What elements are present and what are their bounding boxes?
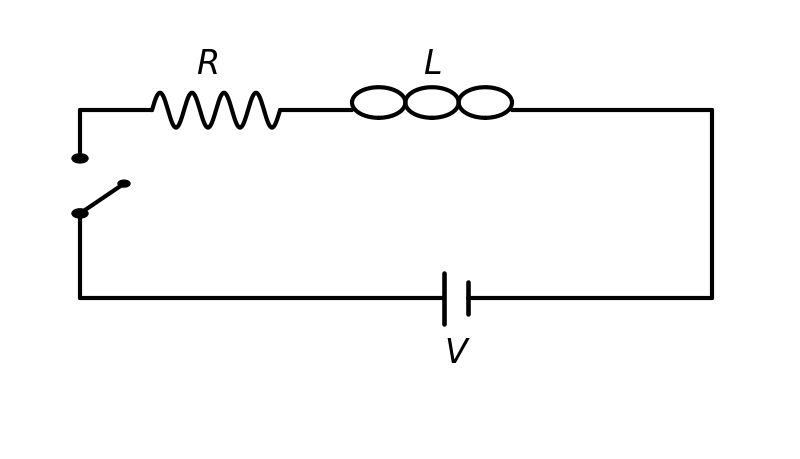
Circle shape [72,209,88,218]
Circle shape [72,154,88,163]
Circle shape [118,180,130,187]
Text: V: V [445,337,467,370]
Text: R: R [196,48,220,81]
Text: L: L [422,48,442,81]
